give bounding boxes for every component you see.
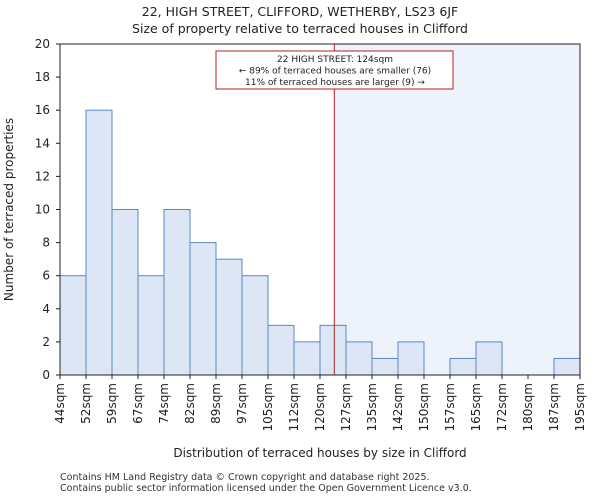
x-tick-label: 44sqm xyxy=(53,383,67,424)
bar-44sqm xyxy=(59,275,87,376)
x-tick-label: 157sqm xyxy=(443,383,457,431)
x-tick-label: 127sqm xyxy=(339,383,353,431)
bar-187sqm xyxy=(553,357,581,376)
bar-74sqm xyxy=(163,209,191,376)
bar-142sqm xyxy=(397,341,425,376)
x-tick-label: 135sqm xyxy=(365,383,379,431)
x-tick-label: 180sqm xyxy=(521,383,535,431)
y-tick-label: 8 xyxy=(42,236,50,250)
bar-165sqm xyxy=(475,341,503,376)
annotation-border xyxy=(215,50,454,90)
y-axis-label: Number of terraced properties xyxy=(2,118,16,301)
plot-frame xyxy=(59,43,581,376)
y-tick-label: 2 xyxy=(42,335,50,349)
y-tick-label: 0 xyxy=(42,368,50,382)
chart-title: 22, HIGH STREET, CLIFFORD, WETHERBY, LS2… xyxy=(141,4,459,19)
x-tick-label: 150sqm xyxy=(417,383,431,431)
y-tick-label: 10 xyxy=(35,203,50,217)
x-tick-label: 105sqm xyxy=(261,383,275,431)
bar-82sqm xyxy=(189,242,217,376)
x-tick-label: 82sqm xyxy=(183,383,197,424)
chart-subtitle: Size of property relative to terraced ho… xyxy=(132,21,468,36)
y-tick-label: 18 xyxy=(35,70,50,84)
bar-127sqm xyxy=(345,341,373,376)
bar-112sqm xyxy=(293,341,321,376)
y-tick-label: 16 xyxy=(35,103,50,117)
x-tick-label: 195sqm xyxy=(573,383,587,431)
x-tick-label: 52sqm xyxy=(79,383,93,424)
x-tick-label: 187sqm xyxy=(547,383,561,431)
x-tick-label: 74sqm xyxy=(157,383,171,424)
y-tick-label: 4 xyxy=(42,302,50,316)
x-tick-label: 59sqm xyxy=(105,383,119,424)
bar-120sqm xyxy=(319,324,347,376)
bar-157sqm xyxy=(449,357,477,376)
y-tick-label: 20 xyxy=(35,37,50,51)
chart-area: 0 2 4 6 8 10 12 14 16 18 20 44sqm 52sqm 59sqm 67sqm 74… xyxy=(2,37,587,460)
y-tick-label: 14 xyxy=(35,136,50,150)
x-tick-label: 172sqm xyxy=(495,383,509,431)
x-tick-label: 67sqm xyxy=(131,383,145,424)
bar-52sqm xyxy=(85,109,113,376)
x-tick-label: 97sqm xyxy=(235,383,249,424)
bar-97sqm xyxy=(241,275,269,376)
annotation-line-2: ← 89% of terraced houses are smaller (76… xyxy=(239,67,431,77)
larger-properties-region xyxy=(334,44,580,375)
bar-89sqm xyxy=(215,258,243,376)
bar-135sqm xyxy=(371,357,399,376)
footer-licence: Contains public sector information licen… xyxy=(60,483,472,494)
bars-group xyxy=(59,109,581,376)
bar-59sqm xyxy=(111,209,139,376)
y-tick-label: 6 xyxy=(42,269,50,283)
x-tick-label: 142sqm xyxy=(391,383,405,431)
x-axis: 44sqm 52sqm 59sqm 67sqm 74sqm 82sqm 89sqm 97sqm… xyxy=(53,375,587,431)
annotation-line-3: 11% of terraced houses are larger (9) → xyxy=(245,78,425,88)
annotation-box: 22 HIGH STREET: 124sqm ← 89% of terraced… xyxy=(215,50,454,90)
x-tick-label: 89sqm xyxy=(209,383,223,424)
x-tick-label: 120sqm xyxy=(313,383,327,431)
y-axis: 0 2 4 6 8 10 12 14 16 18 20 xyxy=(35,37,60,382)
x-axis-label: Distribution of terraced houses by size … xyxy=(173,446,466,460)
bar-67sqm xyxy=(137,275,165,376)
bar-105sqm xyxy=(267,324,295,376)
x-tick-label: 165sqm xyxy=(469,383,483,431)
annotation-line-1: 22 HIGH STREET: 124sqm xyxy=(277,55,393,65)
x-tick-label: 112sqm xyxy=(287,383,301,431)
y-tick-label: 12 xyxy=(35,169,50,183)
footer-copyright: Contains HM Land Registry data © Crown c… xyxy=(60,472,430,483)
